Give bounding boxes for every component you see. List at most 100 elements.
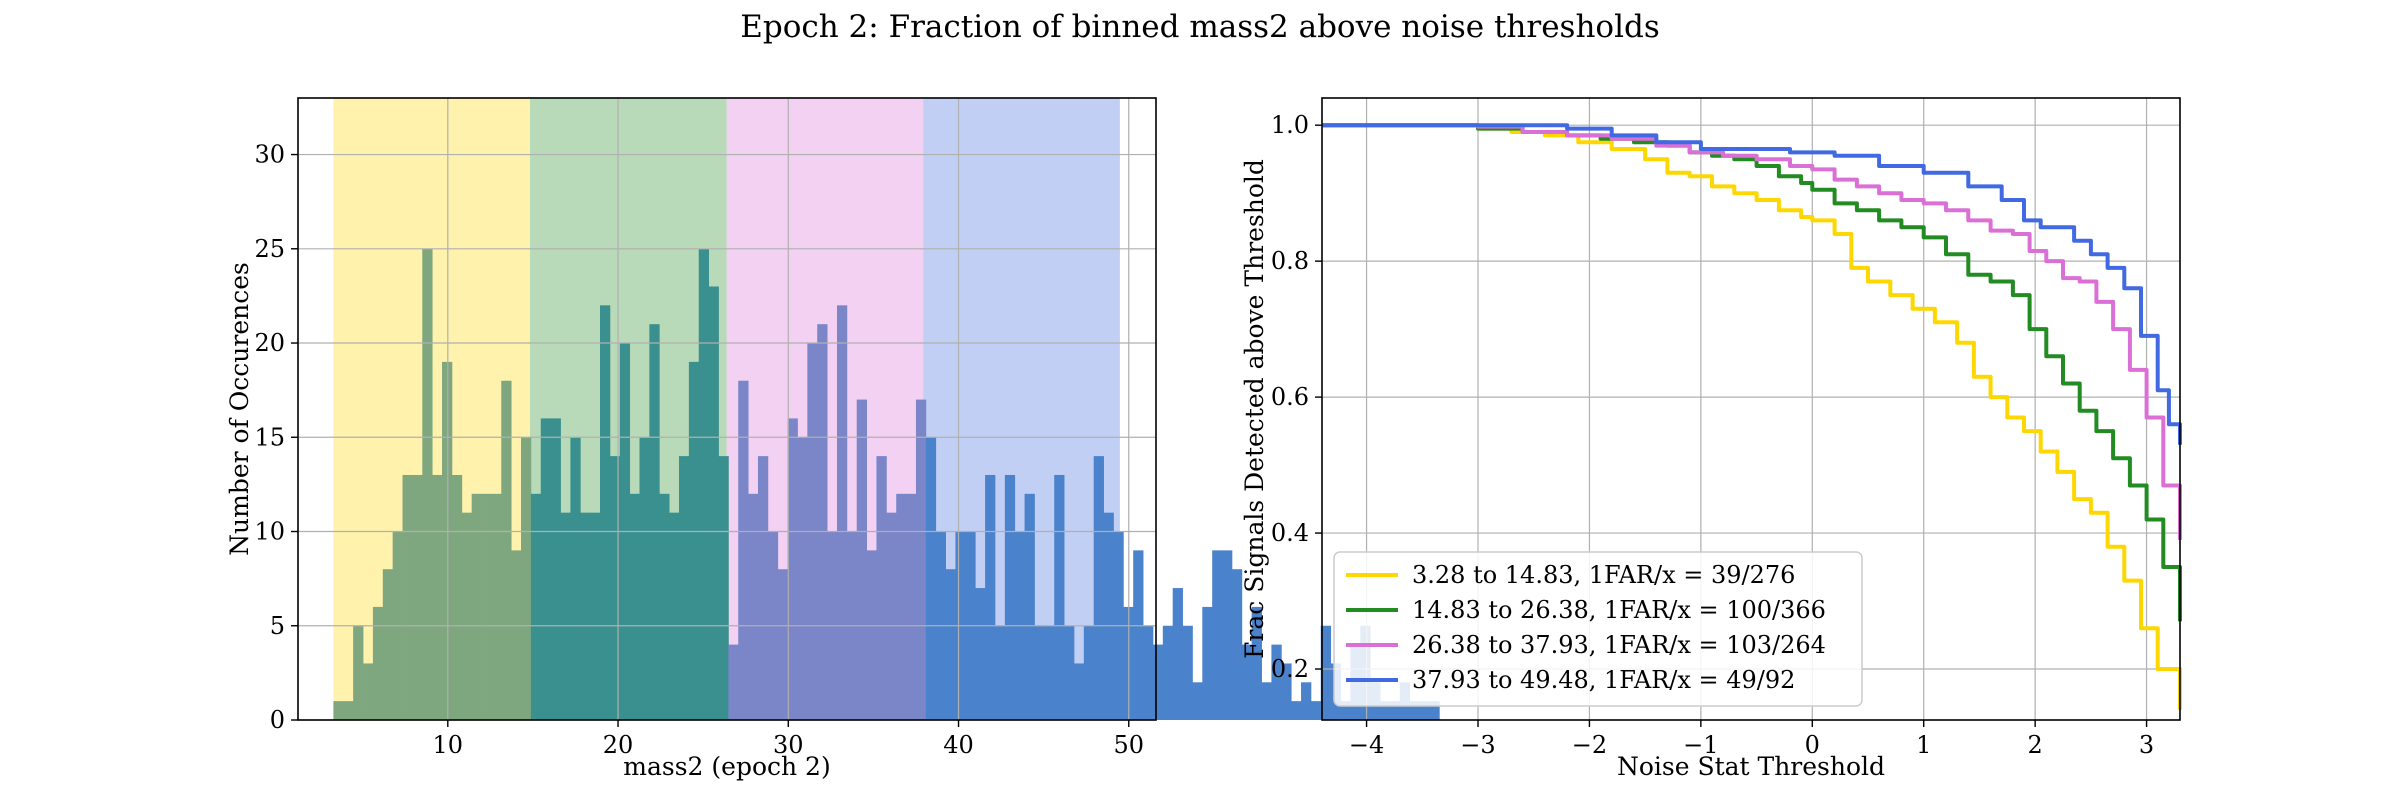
curve-series <box>1322 123 2182 710</box>
figure-title: Epoch 2: Fraction of binned mass2 above … <box>740 9 1660 45</box>
x-tick-label: 30 <box>773 731 804 759</box>
histogram-bar <box>678 456 690 720</box>
y-tick-label: 0 <box>270 706 285 734</box>
histogram-bar <box>906 493 917 720</box>
histogram-bar <box>1380 701 1391 720</box>
histogram-bar <box>1320 625 1332 720</box>
histogram-bar <box>1152 644 1164 720</box>
histogram-bar <box>728 644 739 720</box>
histogram-bar <box>896 493 907 720</box>
y-tick-label: 30 <box>254 141 285 169</box>
histogram-bar <box>363 663 374 720</box>
histogram-bar <box>471 493 482 720</box>
histogram-bar <box>1389 701 1401 720</box>
histogram-bar <box>1222 550 1233 720</box>
x-tick-label: −3 <box>1460 731 1495 759</box>
series-line <box>1322 123 2182 622</box>
histogram-bar <box>738 380 749 720</box>
histogram-bar <box>1251 606 1262 720</box>
histogram-bar <box>1310 701 1322 720</box>
histogram-bar <box>609 456 621 720</box>
histogram-bar <box>1133 550 1144 720</box>
histogram-bar <box>1241 644 1253 720</box>
histogram-bar <box>1044 625 1055 720</box>
histogram-bar <box>343 701 354 720</box>
histogram-bar <box>1231 569 1243 720</box>
histogram-bar <box>748 493 759 720</box>
histogram-bar <box>925 437 937 720</box>
histogram-bar <box>1054 474 1065 720</box>
threshold-curve-panel: −4 −3 −2 −1 0 1 2 3 0.2 0.4 0.6 0.8 1.0 Noise Stat … <box>1240 97 2182 781</box>
histogram-bar <box>491 493 502 720</box>
histogram-bar <box>985 474 996 720</box>
histogram-bar <box>382 569 394 720</box>
histogram-bar <box>1409 701 1420 720</box>
histogram-bar <box>945 569 956 720</box>
y-tick-label: 1.0 <box>1271 111 1309 139</box>
x-tick-label: −2 <box>1572 731 1607 759</box>
series-line <box>1322 123 2182 710</box>
histogram-bar <box>1340 701 1351 720</box>
histogram-bar <box>797 437 808 720</box>
histogram-bar <box>1093 456 1104 720</box>
legend-label: 3.28 to 14.83, 1FAR/x = 39/276 <box>1412 561 1795 589</box>
histogram-bar <box>1162 625 1174 720</box>
x-tick-label: −4 <box>1349 731 1384 759</box>
histogram-bar <box>787 418 798 720</box>
curve-y-ticks: 0.2 0.4 0.6 0.8 1.0 <box>1271 111 1322 683</box>
x-tick-label: −1 <box>1683 731 1718 759</box>
histogram-bar <box>481 493 492 720</box>
x-tick-label: 10 <box>433 731 464 759</box>
y-tick-label: 0.4 <box>1271 519 1309 547</box>
histogram-x-label: mass2 (epoch 2) <box>623 752 830 781</box>
histogram-bar <box>1034 625 1045 720</box>
histogram-bar <box>1271 644 1282 720</box>
histogram-bar <box>659 493 670 720</box>
histogram-bar <box>836 305 848 720</box>
legend-entry: 37.93 to 49.48, 1FAR/x = 49/92 <box>1346 666 1795 694</box>
histogram-bar <box>530 493 542 720</box>
histogram-bar <box>1182 625 1193 720</box>
histogram-bar <box>511 550 522 720</box>
legend-entry: 14.83 to 26.38, 1FAR/x = 100/366 <box>1346 596 1826 624</box>
histogram-bar <box>1202 606 1213 720</box>
curve-frame <box>1321 97 2181 721</box>
histogram-bar <box>1429 701 1440 720</box>
histogram-bar <box>432 474 443 720</box>
histogram-bar <box>886 512 897 720</box>
histogram-bar <box>1143 625 1154 720</box>
histogram-y-label: Number of Occurences <box>225 262 254 556</box>
histogram-bar <box>570 437 581 720</box>
histogram-bar <box>560 512 571 720</box>
histogram-bar <box>540 418 552 720</box>
series-line <box>1322 123 2182 540</box>
histogram-x-ticks: 10 20 30 40 50 <box>433 720 1144 759</box>
histogram-bar <box>422 248 433 720</box>
histogram-bar <box>915 399 927 720</box>
histogram-bar <box>649 324 660 720</box>
histogram-bar <box>1301 682 1312 720</box>
histogram-bar <box>1064 625 1075 720</box>
histogram-bar <box>994 625 1006 720</box>
histogram-bar <box>629 493 640 720</box>
histogram-bar <box>333 701 344 720</box>
histogram-bar <box>698 248 710 720</box>
x-tick-label: 0 <box>1805 731 1820 759</box>
histogram-y-ticks: 0 5 10 15 20 25 30 <box>254 141 298 734</box>
histogram-bar <box>1419 701 1430 720</box>
legend-label: 14.83 to 26.38, 1FAR/x = 100/366 <box>1412 596 1826 624</box>
x-tick-label: 1 <box>1916 731 1931 759</box>
histogram-bar <box>708 286 719 720</box>
histogram-bar <box>1172 588 1183 720</box>
histogram-bar <box>856 399 867 720</box>
histogram-bar <box>817 324 828 720</box>
histogram-bar <box>600 305 611 720</box>
histogram-bar <box>1024 493 1035 720</box>
histogram-bar <box>639 437 650 720</box>
histogram-bar <box>590 512 601 720</box>
y-tick-label: 0.8 <box>1271 247 1309 275</box>
histogram-bar <box>372 606 384 720</box>
histogram-bar <box>461 512 473 720</box>
histogram-bar <box>442 361 453 720</box>
